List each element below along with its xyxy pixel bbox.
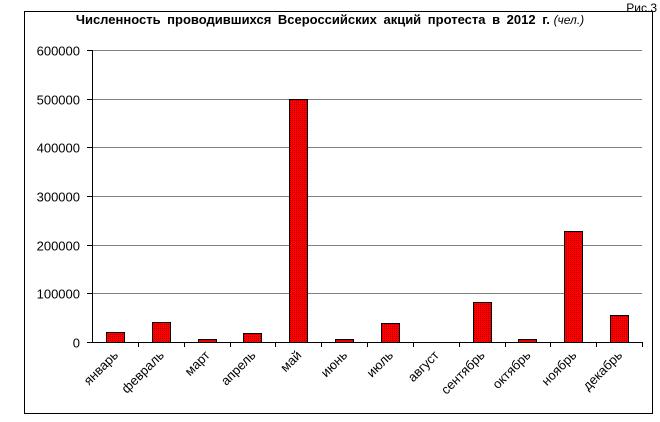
x-tick-label-7: август xyxy=(405,347,442,384)
bars xyxy=(106,99,629,343)
chart-frame xyxy=(24,11,653,414)
x-tick-label-3: апрель xyxy=(218,347,259,388)
y-tick-label-2: 200000 xyxy=(37,239,80,254)
x-tick-label-5: июнь xyxy=(318,347,351,380)
y-axis-tick-labels: 0 100000 200000 300000 400000 500000 600000 xyxy=(37,44,80,351)
y-tick-label-1: 100000 xyxy=(37,287,80,302)
chart-unit: (чел.) xyxy=(553,13,585,27)
x-tick-label-8: сентябрь xyxy=(438,347,488,397)
y-tick-label-0: 0 xyxy=(73,336,80,351)
chart-title: Численность проводившихся Всероссийских … xyxy=(0,12,660,27)
bar-4 xyxy=(289,99,308,343)
chart-title-text: Численность проводившихся Всероссийских … xyxy=(75,12,550,27)
axes xyxy=(87,50,643,347)
y-tick-label-4: 400000 xyxy=(37,141,80,156)
y-tick-label-6: 600000 xyxy=(37,44,80,59)
x-tick-label-2: март xyxy=(182,347,213,378)
y-tick-label-3: 300000 xyxy=(37,190,80,205)
bar-3 xyxy=(243,333,262,343)
x-tick-label-1: февраль xyxy=(118,347,167,396)
bar-8 xyxy=(473,302,492,343)
x-tick-label-0: январь xyxy=(81,347,122,388)
gridlines xyxy=(92,50,642,294)
y-tick-label-5: 500000 xyxy=(37,93,80,108)
x-tick-label-4: май xyxy=(277,348,304,375)
bar-10 xyxy=(564,231,583,343)
bar-0 xyxy=(106,332,125,343)
x-tick-label-11: декабрь xyxy=(580,347,626,393)
bar-6 xyxy=(381,323,400,343)
bar-11 xyxy=(610,315,629,343)
x-tick-label-10: ноябрь xyxy=(538,347,579,388)
x-tick-label-9: октябрь xyxy=(489,347,533,391)
bar-1 xyxy=(152,322,171,343)
x-tick-label-6: июль xyxy=(363,347,396,380)
